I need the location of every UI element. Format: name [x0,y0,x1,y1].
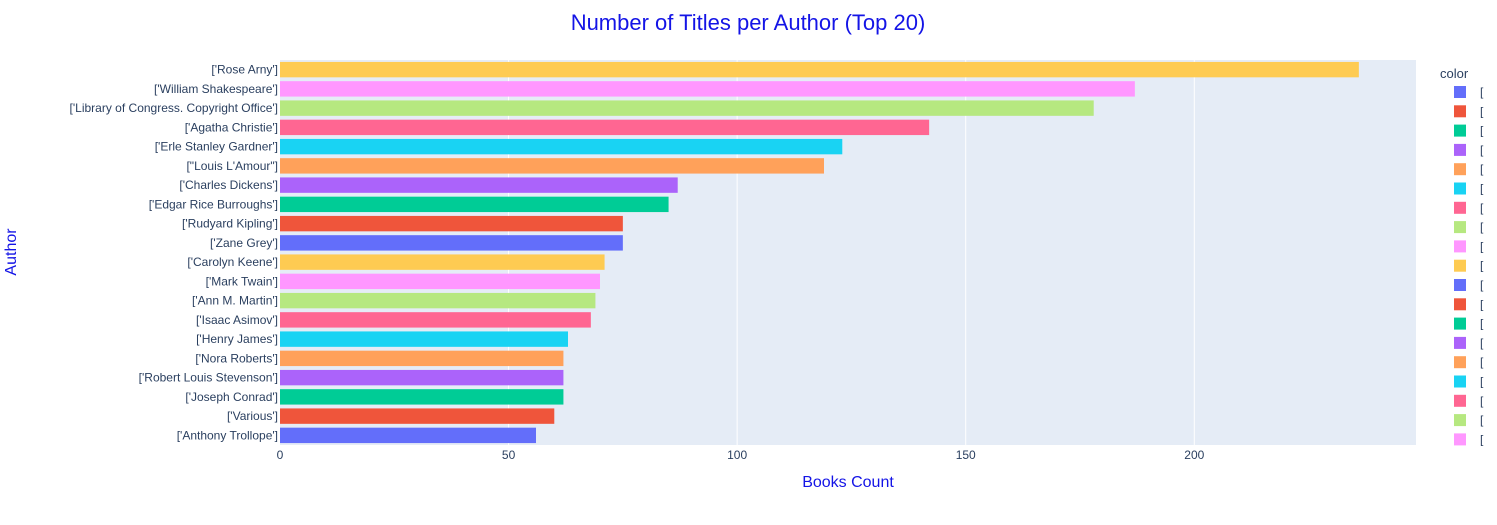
y-tick-labels: ['Rose Arny'] ['William Shakespeare'] ['Li… [70,63,278,443]
chart-title: Number of Titles per Author (Top 20) [571,10,926,35]
y-tick-label: ['William Shakespeare'] [154,82,278,96]
x-tick-label: 100 [727,448,747,462]
legend-label: [ [1480,239,1484,253]
legend-swatch [1454,414,1466,427]
y-tick-label: ['Agatha Christie'] [185,120,278,134]
legend-label: [ [1480,104,1484,118]
bar [280,235,623,251]
legend-swatch [1454,433,1466,446]
legend-label: [ [1480,259,1484,273]
legend-swatch [1454,336,1466,349]
legend-swatch [1454,356,1466,369]
legend-label: [ [1480,220,1484,234]
legend-swatch [1454,221,1466,234]
legend-label: [ [1480,432,1484,446]
bar [280,389,564,405]
legend-swatch [1454,298,1466,311]
legend-title: color [1440,66,1469,81]
y-tick-label: ['Zane Grey'] [210,236,278,250]
legend-label: [ [1480,278,1484,292]
x-axis-title: Books Count [802,474,894,491]
legend-swatch [1454,394,1466,407]
legend-swatch [1454,279,1466,291]
legend: color [ [ [ [ [ [ [ [ [ [ [ [ [ [ [ [ [ [ [ [1440,66,1484,446]
legend-swatch [1454,317,1466,330]
bar [280,408,555,424]
y-tick-label: ['Carolyn Keene'] [187,255,278,269]
y-tick-label: ['Isaac Asimov'] [196,313,278,327]
y-axis-title: Author [3,228,20,276]
legend-swatch [1454,105,1466,118]
legend-swatch [1454,240,1466,253]
y-tick-label: ["Louis L'Amour"] [186,159,278,173]
bar [280,292,596,309]
legend-label: [ [1480,375,1484,389]
plot-background [280,60,1416,445]
legend-label: [ [1480,355,1484,369]
bar [280,273,600,290]
bar [280,61,1359,78]
y-tick-label: ['Ann M. Martin'] [192,294,278,308]
legend-swatch [1454,163,1466,176]
bars [280,61,1359,444]
y-tick-label: ['Library of Congress. Copyright Office'… [70,101,278,115]
y-tick-label: ['Charles Dickens'] [179,178,278,192]
bar [280,81,1135,97]
legend-swatch [1454,124,1466,137]
x-tick-label: 150 [956,448,976,462]
bar [280,215,623,232]
y-tick-label: ['Robert Louis Stevenson'] [139,371,278,385]
legend-swatch [1454,201,1466,214]
legend-label: [ [1480,85,1484,99]
legend-label: [ [1480,143,1484,157]
y-tick-label: ['Various'] [227,409,278,423]
bar [280,331,568,347]
bar [280,158,824,174]
bar [280,100,1094,116]
bar [280,196,669,213]
y-tick-label: ['Joseph Conrad'] [185,390,278,404]
legend-label: [ [1480,297,1484,311]
bar [280,138,843,155]
y-tick-label: ['Nora Roberts'] [195,351,278,365]
legend-label: [ [1480,317,1484,331]
legend-swatch [1454,143,1466,156]
bar [280,177,678,193]
legend-swatch [1454,86,1466,98]
y-tick-label: ['Edgar Rice Burroughs'] [149,197,278,211]
y-tick-label: ['Erle Stanley Gardner'] [155,140,278,154]
legend-label: [ [1480,162,1484,176]
bar [280,119,930,136]
x-tick-label: 0 [277,448,284,462]
legend-label: [ [1480,201,1484,215]
x-tick-label: 50 [502,448,516,462]
y-tick-label: ['Anthony Trollope'] [177,428,278,442]
legend-swatch [1454,259,1466,272]
legend-label: [ [1480,394,1484,408]
bar [280,369,564,386]
legend-label: [ [1480,413,1484,427]
x-tick-labels: 0 50 100 150 200 [277,448,1205,462]
x-tick-label: 200 [1184,448,1204,462]
bar [280,427,536,444]
bar [280,312,591,328]
y-tick-label: ['Mark Twain'] [206,274,278,288]
bar [280,350,564,367]
legend-label: [ [1480,124,1484,138]
y-tick-label: ['Rose Arny'] [211,63,278,77]
legend-label: [ [1480,336,1484,350]
y-tick-label: ['Henry James'] [196,332,278,346]
bar [280,254,605,270]
y-tick-label: ['Rudyard Kipling'] [182,217,278,231]
legend-label: [ [1480,182,1484,196]
legend-swatch [1454,375,1466,388]
legend-swatch [1454,182,1466,195]
